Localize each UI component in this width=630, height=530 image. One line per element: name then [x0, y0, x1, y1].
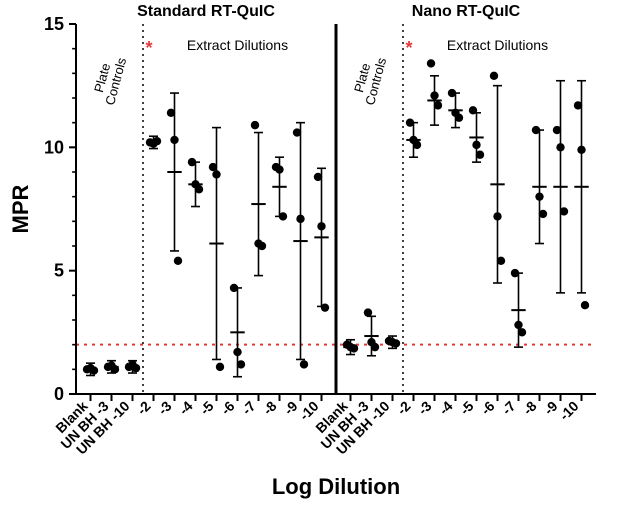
extract-dilutions-label: Extract Dilutions [447, 37, 548, 53]
data-point [364, 308, 372, 316]
data-point [293, 128, 301, 136]
data-point [111, 365, 119, 373]
data-point [574, 101, 582, 109]
x-axis-label: Log Dilution [272, 474, 400, 499]
data-point [430, 91, 438, 99]
data-point [170, 136, 178, 144]
data-point [251, 121, 259, 129]
data-point [560, 207, 568, 215]
data-point [153, 137, 161, 145]
data-point [132, 364, 140, 372]
data-point [314, 173, 322, 181]
y-tick-label: 15 [44, 14, 64, 34]
data-point [230, 284, 238, 292]
data-point [553, 126, 561, 134]
data-point [532, 126, 540, 134]
data-point [317, 222, 325, 230]
data-point [188, 158, 196, 166]
data-point [350, 344, 358, 352]
data-point [581, 301, 589, 309]
panel-title-left: Standard RT-QuIC [137, 3, 275, 20]
data-point [427, 59, 435, 67]
data-point [539, 210, 547, 218]
data-point [413, 141, 421, 149]
data-point [371, 343, 379, 351]
data-point [233, 348, 241, 356]
data-point [476, 151, 484, 159]
data-point [469, 106, 477, 114]
data-point [455, 114, 463, 122]
data-point [392, 339, 400, 347]
y-axis-label: MPR [8, 184, 33, 233]
data-point [216, 363, 224, 371]
data-point [472, 141, 480, 149]
data-point [90, 366, 98, 374]
asterisk-marker: * [406, 38, 413, 58]
data-point [275, 165, 283, 173]
data-point [296, 215, 304, 223]
y-tick-label: 0 [54, 384, 64, 404]
data-point [258, 242, 266, 250]
data-point [511, 269, 519, 277]
asterisk-marker: * [146, 38, 153, 58]
data-point [300, 360, 308, 368]
y-tick-label: 10 [44, 137, 64, 157]
data-point [514, 321, 522, 329]
data-point [237, 360, 245, 368]
y-tick-label: 5 [54, 261, 64, 281]
data-point [406, 118, 414, 126]
data-point [321, 303, 329, 311]
chart-container: 051015MPRBlankUN BH -3UN BH -10-2-3-4-5-… [0, 0, 630, 530]
data-point [493, 212, 501, 220]
data-point [174, 257, 182, 265]
data-point [497, 257, 505, 265]
data-point [195, 185, 203, 193]
data-point [556, 143, 564, 151]
data-point [279, 212, 287, 220]
data-point [209, 163, 217, 171]
chart-svg: 051015MPRBlankUN BH -3UN BH -10-2-3-4-5-… [0, 0, 630, 530]
data-point [535, 192, 543, 200]
data-point [518, 328, 526, 336]
panel-title-right: Nano RT-QuIC [412, 3, 521, 20]
data-point [167, 109, 175, 117]
data-point [212, 170, 220, 178]
data-point [434, 101, 442, 109]
data-point [577, 146, 585, 154]
data-point [448, 89, 456, 97]
data-point [490, 72, 498, 80]
extract-dilutions-label: Extract Dilutions [187, 37, 288, 53]
